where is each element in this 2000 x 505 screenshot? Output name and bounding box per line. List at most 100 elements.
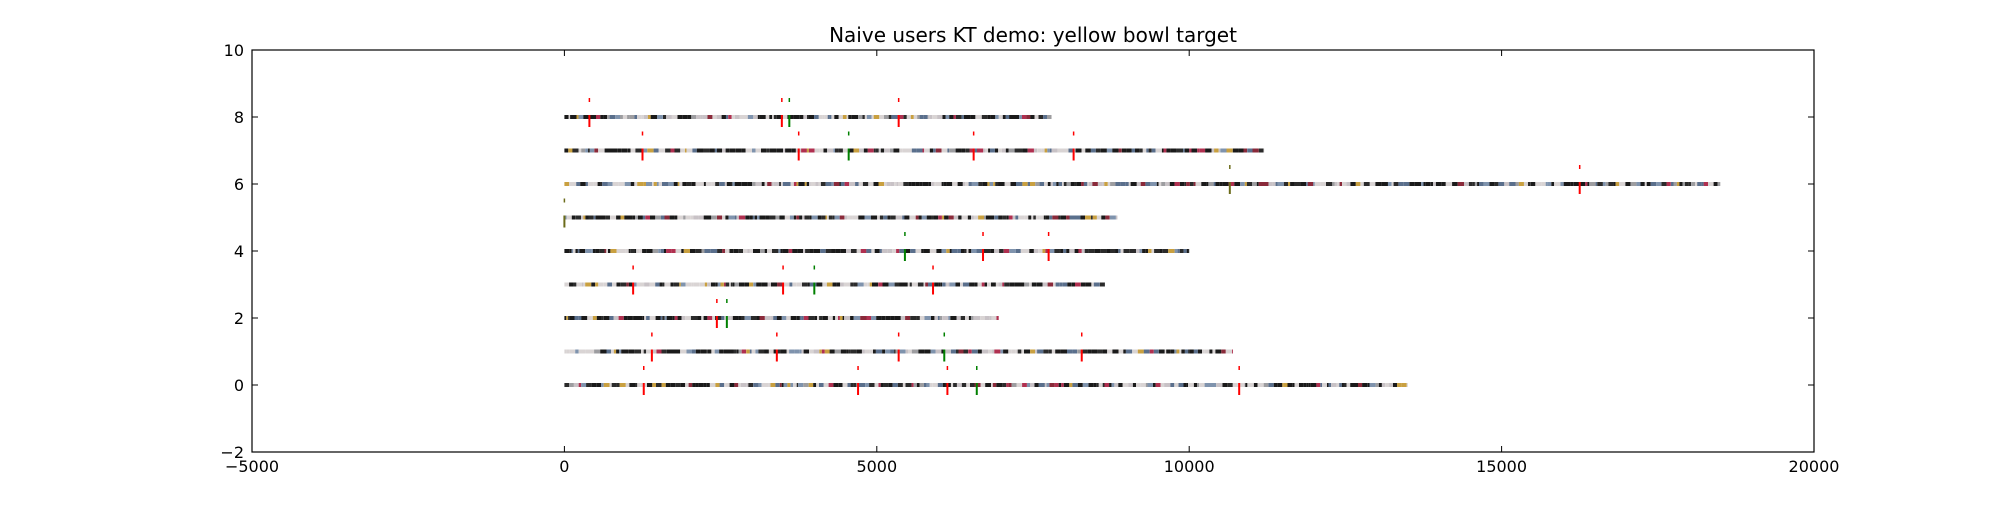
band-segment [734,350,737,354]
band-segment [874,115,880,119]
band-segment [1071,283,1075,287]
band-segment [801,149,807,153]
band-segment [1258,383,1264,387]
band-segment [658,249,661,253]
band-segment [586,383,591,387]
band-segment [771,316,774,320]
band-segment [812,216,818,220]
band-segment [662,182,668,186]
band-segment [686,283,692,287]
band-segment [1263,182,1269,186]
band-segment [1024,216,1028,220]
band-segment [1180,182,1184,186]
band-segment [696,350,700,354]
band-segment [732,115,735,119]
band-segment [657,350,662,354]
band-segment [770,149,772,153]
band-segment [632,316,634,320]
band-segment [920,182,923,186]
band-segment [1078,383,1083,387]
band-segment [1697,182,1702,186]
band-segment [908,283,910,287]
band-segment [1278,182,1284,186]
band-segment [607,350,612,354]
band-segment [1184,182,1186,186]
band-segment [709,216,712,220]
band-segment [564,115,568,119]
band-segment [697,316,701,320]
band-segment [991,383,993,387]
band-segment [934,283,938,287]
band-segment [581,216,583,220]
band-segment [578,249,580,253]
band-segment [909,182,912,186]
band-segment [871,316,876,320]
band-segment [681,283,686,287]
band-segment [818,216,822,220]
band-segment [965,182,969,186]
band-segment [910,216,916,220]
band-segment [579,149,582,153]
band-segment [1086,283,1092,287]
band-segment [620,115,623,119]
band-segment [760,216,766,220]
band-segment [690,249,695,253]
band-segment [916,249,922,253]
band-segment [692,182,696,186]
band-segment [890,350,894,354]
band-segment [1156,149,1160,153]
band-segment [1073,350,1077,354]
band-segment [1043,249,1046,253]
y-tick-label: 2 [234,309,244,328]
band-segment [781,249,783,253]
band-segment [791,316,797,320]
band-segment [594,216,596,220]
band-segment [650,283,655,287]
band-segment [920,316,925,320]
band-segment [977,149,983,153]
band-segment [672,249,676,253]
band-segment [1433,182,1436,186]
band-segment [603,283,607,287]
band-segment [690,216,693,220]
band-segment [650,316,656,320]
band-segment [663,115,666,119]
band-segment [568,316,570,320]
band-segment [1244,149,1248,153]
band-segment [845,216,848,220]
band-segment [752,149,756,153]
band-segment [1495,182,1499,186]
band-segment [1012,383,1017,387]
band-segment [1631,182,1637,186]
band-segment [1159,350,1165,354]
band-segment [683,216,685,220]
band-segment [768,283,771,287]
band-segment [735,216,737,220]
band-segment [824,149,828,153]
band-segment [656,383,662,387]
band-segment [1081,283,1086,287]
band-segment [704,182,706,186]
y-tick-label: 4 [234,242,244,261]
band-segment [811,182,816,186]
band-segment [869,383,875,387]
band-segment [1052,350,1055,354]
band-segment [721,316,724,320]
band-segment [734,383,738,387]
band-segment [1064,182,1067,186]
band-segment [803,383,809,387]
band-segment [1257,182,1259,186]
band-segment [1039,383,1045,387]
band-segment [749,283,753,287]
band-segment [1067,350,1073,354]
band-segment [1146,249,1148,253]
band-segment [830,115,832,119]
band-segment [1181,350,1185,354]
band-segment [1101,249,1106,253]
band-segment [823,316,828,320]
band-segment [863,182,868,186]
band-segment [1141,182,1146,186]
band-segment [1094,249,1100,253]
band-segment [689,383,693,387]
band-segment [1292,383,1294,387]
